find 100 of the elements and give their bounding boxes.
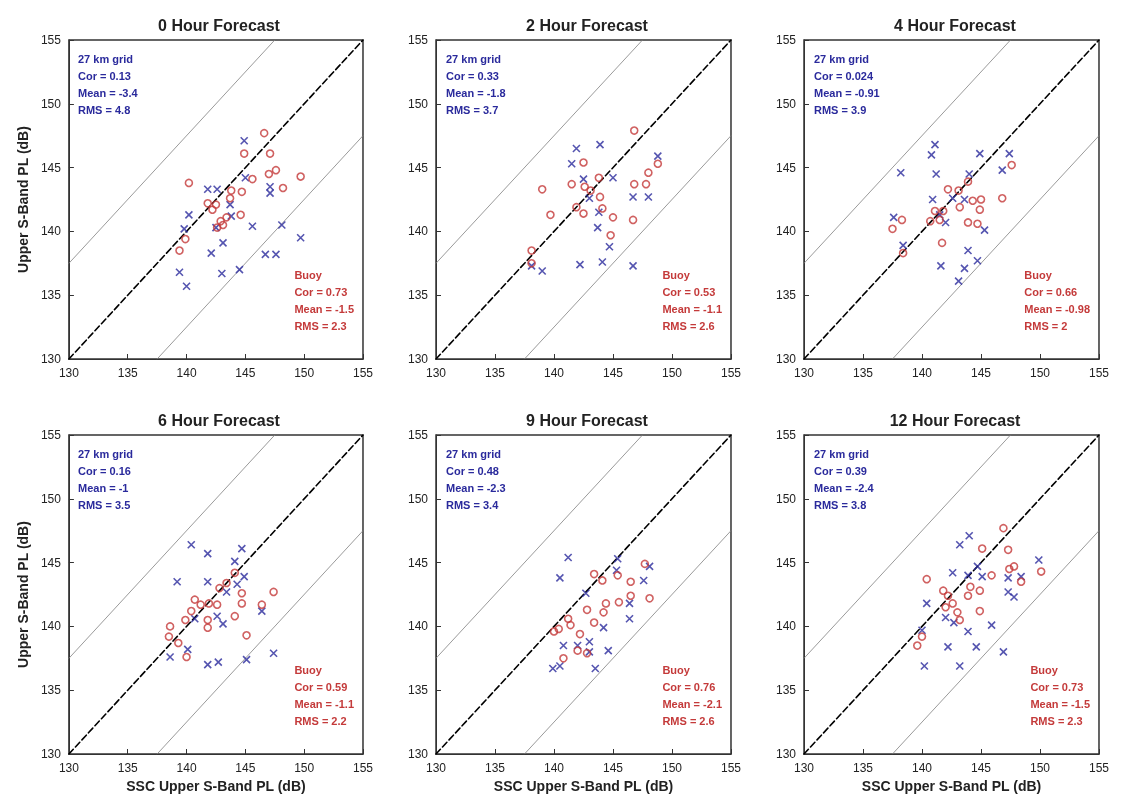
point xyxy=(206,248,216,258)
point xyxy=(971,642,981,652)
point xyxy=(922,599,932,608)
x-tick-label: 135 xyxy=(484,761,506,775)
point xyxy=(628,192,638,202)
x-tick-label: 140 xyxy=(543,761,565,775)
point xyxy=(968,196,978,206)
y-tick-label: 135 xyxy=(40,288,62,303)
point xyxy=(593,223,602,232)
point xyxy=(589,618,599,627)
point xyxy=(203,660,213,669)
point xyxy=(208,205,217,215)
point xyxy=(960,264,969,273)
annotation: 27 km grid Cor = 0.16 Mean = -1 RMS = 3.5 xyxy=(78,447,134,511)
point xyxy=(608,173,618,183)
point xyxy=(230,568,240,578)
point xyxy=(537,184,547,194)
point xyxy=(973,219,982,229)
x-axis-title: SSC Upper S-Band PL (dB) xyxy=(861,777,1042,794)
point xyxy=(935,210,944,220)
chart-title: 12 Hour Forecast xyxy=(889,411,1022,429)
point xyxy=(546,210,555,220)
point xyxy=(237,599,247,608)
point xyxy=(537,266,547,276)
point xyxy=(211,200,221,209)
point xyxy=(573,641,582,650)
point xyxy=(960,195,969,204)
point xyxy=(917,632,927,641)
y-tick-label: 150 xyxy=(775,96,797,111)
point xyxy=(898,248,908,258)
point xyxy=(226,211,236,221)
point xyxy=(222,213,231,222)
point xyxy=(941,218,950,227)
annotation: Buoy Cor = 0.53 Mean = -1.1 RMS = 2.6 xyxy=(662,268,722,332)
y-axis-title: Upper S-Band PL (dB) xyxy=(15,521,31,668)
annotation: Buoy Cor = 0.76 Mean = -2.1 RMS = 2.6 xyxy=(662,663,722,727)
point xyxy=(190,595,200,604)
point xyxy=(608,213,618,222)
point xyxy=(248,222,257,231)
point xyxy=(186,540,196,550)
chart-title: 2 Hour Forecast xyxy=(526,16,649,34)
point xyxy=(265,182,275,192)
point xyxy=(603,646,613,655)
x-tick-label: 150 xyxy=(1029,761,1051,775)
y-tick-label: 145 xyxy=(775,160,797,175)
point xyxy=(581,588,591,598)
point xyxy=(222,587,231,597)
x-axis-title: SSC Upper S-Band PL (dB) xyxy=(126,777,306,794)
point xyxy=(975,586,985,595)
y-tick-label: 145 xyxy=(407,160,429,175)
y-tick-label: 145 xyxy=(40,555,62,570)
x-tick-label: 155 xyxy=(352,761,374,775)
point xyxy=(1009,562,1019,571)
point xyxy=(183,645,193,654)
point xyxy=(527,246,536,255)
point xyxy=(241,173,250,183)
point xyxy=(614,597,624,607)
point xyxy=(296,233,305,243)
x-tick-label: 140 xyxy=(176,366,197,380)
annotation: Buoy Cor = 0.73 Mean = -1.5 RMS = 2.3 xyxy=(294,268,354,332)
point xyxy=(987,620,996,630)
point xyxy=(927,150,936,160)
point xyxy=(598,204,607,213)
point xyxy=(1036,567,1046,576)
point xyxy=(963,571,973,580)
point xyxy=(582,605,592,615)
point xyxy=(1016,577,1026,587)
chart-title: 6 Hour Forecast xyxy=(158,411,281,429)
point xyxy=(964,531,974,541)
point xyxy=(889,213,898,222)
annotation: 27 km grid Cor = 0.024 Mean = -0.91 RMS = 3.9 xyxy=(814,52,880,116)
point xyxy=(943,184,953,194)
point xyxy=(203,199,213,208)
x-tick-label: 150 xyxy=(661,366,683,380)
x-tick-label: 140 xyxy=(911,761,933,775)
point xyxy=(165,622,175,631)
point xyxy=(936,261,946,271)
point xyxy=(226,186,236,195)
point xyxy=(579,209,588,218)
x-tick-label: 145 xyxy=(602,761,624,775)
point xyxy=(239,136,249,146)
annotation: Buoy Cor = 0.59 Mean = -1.1 RMS = 2.2 xyxy=(294,663,354,727)
point xyxy=(563,614,573,624)
point xyxy=(964,169,974,179)
y-tick-label: 140 xyxy=(407,224,429,239)
x-tick-label: 135 xyxy=(484,366,506,380)
point xyxy=(186,606,196,616)
point xyxy=(265,188,275,198)
point xyxy=(953,608,962,617)
point xyxy=(629,179,639,189)
point xyxy=(997,165,1007,175)
point xyxy=(566,620,575,630)
point xyxy=(930,140,940,149)
point xyxy=(963,591,973,601)
point xyxy=(237,187,247,197)
point xyxy=(938,586,948,595)
x-tick-label: 130 xyxy=(425,366,447,380)
point xyxy=(567,159,576,169)
annotation: 27 km grid Cor = 0.39 Mean = -2.4 RMS = 3.8 xyxy=(814,447,875,511)
y-tick-label: 140 xyxy=(40,619,62,634)
